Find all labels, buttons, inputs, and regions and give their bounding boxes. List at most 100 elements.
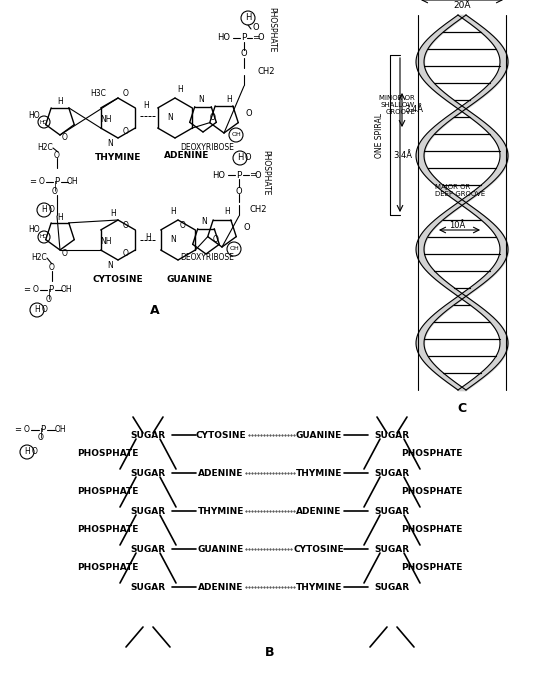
Text: O: O bbox=[49, 264, 55, 273]
Text: SUGAR: SUGAR bbox=[374, 583, 409, 591]
Text: =: = bbox=[15, 426, 22, 434]
Text: O: O bbox=[33, 285, 39, 294]
Text: O: O bbox=[123, 221, 129, 230]
Text: CYTOSINE: CYTOSINE bbox=[93, 275, 143, 285]
Text: N: N bbox=[201, 217, 207, 227]
Text: HO: HO bbox=[212, 171, 225, 180]
Text: PHOSPHATE: PHOSPHATE bbox=[77, 563, 139, 572]
Text: H: H bbox=[57, 212, 63, 221]
Text: H3C: H3C bbox=[90, 89, 106, 98]
Text: SUGAR: SUGAR bbox=[131, 544, 166, 553]
Text: SUGAR: SUGAR bbox=[374, 544, 409, 553]
Text: H: H bbox=[177, 85, 183, 94]
Text: THYMINE: THYMINE bbox=[296, 583, 342, 591]
Text: 3.4Å: 3.4Å bbox=[404, 105, 423, 115]
Text: N: N bbox=[170, 236, 176, 245]
Text: =: = bbox=[252, 33, 260, 42]
Text: OH: OH bbox=[60, 285, 72, 294]
Text: GUANINE: GUANINE bbox=[198, 544, 244, 553]
Text: OH: OH bbox=[229, 247, 239, 251]
Text: A: A bbox=[150, 303, 160, 316]
Text: ONE SPIRAL: ONE SPIRAL bbox=[375, 113, 384, 158]
Text: ADENINE: ADENINE bbox=[164, 152, 210, 161]
Text: O: O bbox=[52, 188, 58, 197]
Text: O: O bbox=[49, 206, 55, 214]
Text: H2C: H2C bbox=[37, 143, 53, 152]
Text: HO: HO bbox=[29, 111, 40, 120]
Text: =: = bbox=[249, 171, 256, 180]
Text: H: H bbox=[41, 206, 47, 214]
Text: SUGAR: SUGAR bbox=[374, 507, 409, 516]
Text: H: H bbox=[145, 234, 151, 242]
Text: MINOR OR
SHALLOW
GROOVE: MINOR OR SHALLOW GROOVE bbox=[379, 95, 415, 115]
Text: |: | bbox=[39, 428, 43, 438]
Text: P: P bbox=[237, 171, 242, 180]
Text: SUGAR: SUGAR bbox=[131, 430, 166, 439]
Text: O: O bbox=[235, 186, 242, 195]
Text: DEOXYRIBOSE: DEOXYRIBOSE bbox=[180, 253, 234, 262]
Text: HO: HO bbox=[40, 120, 48, 124]
Text: P: P bbox=[40, 426, 45, 434]
Text: O: O bbox=[46, 296, 52, 305]
Text: O: O bbox=[180, 221, 186, 230]
Text: H: H bbox=[144, 102, 150, 111]
Text: PHOSPHATE: PHOSPHATE bbox=[77, 488, 139, 497]
Text: PHOSPHATE: PHOSPHATE bbox=[401, 563, 463, 572]
Text: ADENINE: ADENINE bbox=[198, 583, 244, 591]
Text: O: O bbox=[62, 133, 68, 143]
Text: SUGAR: SUGAR bbox=[374, 430, 409, 439]
Text: CYTOSINE: CYTOSINE bbox=[195, 430, 246, 439]
Text: HO: HO bbox=[217, 33, 230, 42]
Text: THYMINE: THYMINE bbox=[95, 154, 141, 163]
Text: N: N bbox=[198, 96, 204, 104]
Text: P: P bbox=[241, 33, 247, 42]
Text: O: O bbox=[32, 447, 38, 456]
Text: N: N bbox=[167, 113, 173, 122]
Text: O: O bbox=[42, 305, 48, 314]
Text: N: N bbox=[107, 139, 113, 148]
Text: NH: NH bbox=[100, 115, 112, 124]
Text: THYMINE: THYMINE bbox=[198, 507, 244, 516]
Text: NH: NH bbox=[100, 238, 112, 247]
Text: H2C: H2C bbox=[31, 253, 47, 262]
Text: ADENINE: ADENINE bbox=[198, 469, 244, 477]
Text: H: H bbox=[24, 447, 30, 456]
Text: CYTOSINE: CYTOSINE bbox=[294, 544, 345, 553]
Text: THYMINE: THYMINE bbox=[296, 469, 342, 477]
Text: CH2: CH2 bbox=[250, 206, 267, 214]
Text: B: B bbox=[265, 647, 275, 660]
Text: O: O bbox=[255, 171, 261, 180]
Text: H: H bbox=[224, 208, 230, 217]
Text: H: H bbox=[226, 96, 232, 104]
Text: O: O bbox=[123, 89, 129, 98]
Text: HO: HO bbox=[29, 225, 40, 234]
Text: O: O bbox=[244, 223, 251, 232]
Text: O: O bbox=[54, 150, 60, 160]
Text: =: = bbox=[30, 178, 37, 186]
Text: O: O bbox=[210, 113, 216, 122]
Text: P: P bbox=[55, 178, 59, 186]
Text: OH: OH bbox=[54, 426, 66, 434]
Text: 20Å: 20Å bbox=[453, 1, 471, 10]
Text: O: O bbox=[253, 23, 259, 31]
Text: C: C bbox=[457, 402, 467, 415]
Text: PHOSPHATE: PHOSPHATE bbox=[267, 8, 276, 53]
Text: ADENINE: ADENINE bbox=[296, 507, 342, 516]
Text: P: P bbox=[49, 285, 53, 294]
Text: PHOSPHATE: PHOSPHATE bbox=[401, 449, 463, 458]
Text: H: H bbox=[110, 210, 116, 219]
Text: H: H bbox=[34, 305, 40, 314]
Text: OH: OH bbox=[66, 178, 78, 186]
Text: OH: OH bbox=[231, 133, 241, 137]
Text: MAJOR OR
DEEP GROOVE: MAJOR OR DEEP GROOVE bbox=[435, 184, 485, 197]
Text: DEOXYRIBOSE: DEOXYRIBOSE bbox=[180, 143, 234, 152]
Text: O: O bbox=[245, 154, 251, 163]
Text: PHOSPHATE: PHOSPHATE bbox=[77, 449, 139, 458]
Text: =: = bbox=[24, 285, 30, 294]
Text: HO: HO bbox=[40, 234, 48, 240]
Text: GUANINE: GUANINE bbox=[296, 430, 342, 439]
Text: O: O bbox=[213, 236, 219, 245]
Text: SUGAR: SUGAR bbox=[131, 507, 166, 516]
Text: PHOSPHATE: PHOSPHATE bbox=[261, 150, 271, 196]
Text: O: O bbox=[24, 426, 30, 434]
